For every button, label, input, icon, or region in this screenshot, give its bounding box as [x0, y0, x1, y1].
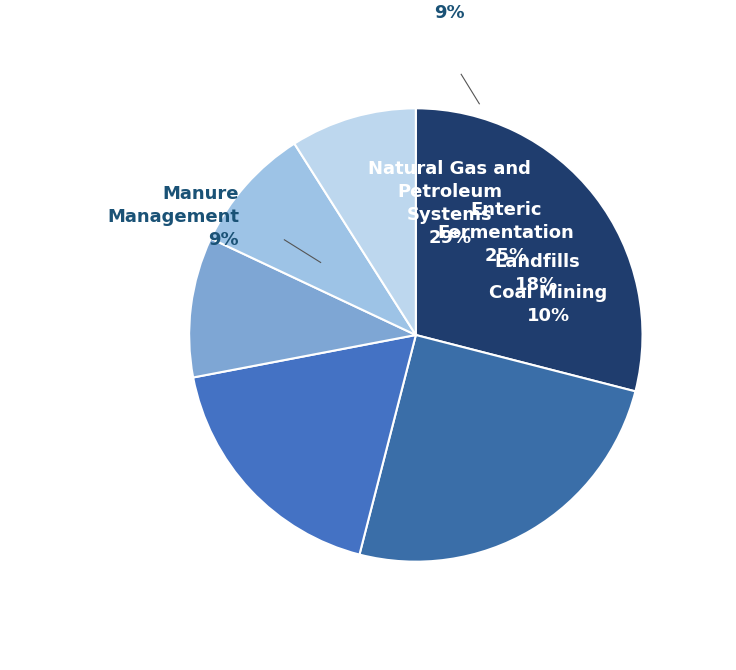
Wedge shape — [193, 335, 416, 555]
Text: Landfills
18%: Landfills 18% — [494, 253, 580, 293]
Wedge shape — [210, 143, 416, 335]
Text: Enteric
Fermentation
25%: Enteric Fermentation 25% — [438, 201, 574, 265]
Wedge shape — [189, 239, 416, 377]
Text: Manure
Management
9%: Manure Management 9% — [107, 185, 239, 249]
Wedge shape — [416, 109, 643, 391]
Text: Coal Mining
10%: Coal Mining 10% — [489, 284, 607, 325]
Wedge shape — [294, 109, 416, 335]
Text: Natural Gas and
Petroleum
Systems
29%: Natural Gas and Petroleum Systems 29% — [369, 160, 531, 247]
Wedge shape — [359, 335, 635, 561]
Text: Other
9%: Other 9% — [434, 0, 492, 22]
